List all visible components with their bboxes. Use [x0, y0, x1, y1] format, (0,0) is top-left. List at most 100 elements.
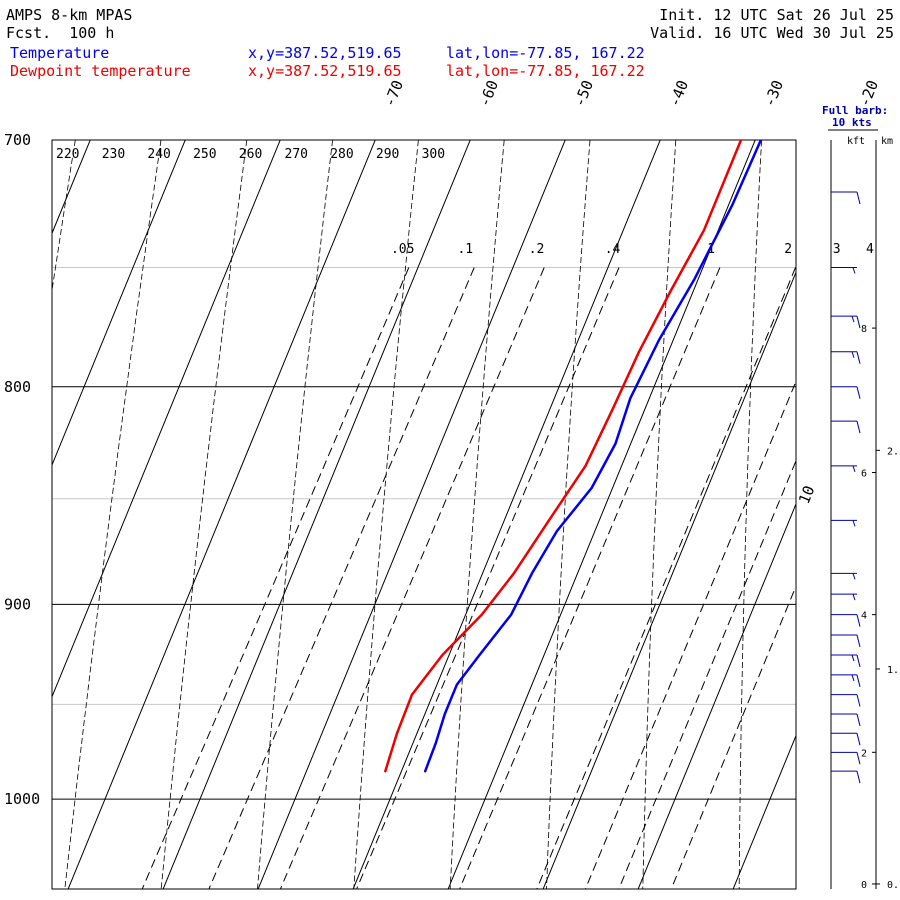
- pressure-label: 900: [4, 595, 31, 613]
- km-tick-label: 2.: [887, 446, 899, 457]
- wind-barb-half-feather: [852, 267, 856, 274]
- legend-temperature-xy: x,y=387.52,519.65: [248, 44, 402, 62]
- theta-label: 230: [102, 147, 125, 162]
- mixing-ratio-line: [279, 267, 545, 889]
- isotherm: [0, 113, 6, 889]
- legend-temperature-name: Temperature: [10, 44, 110, 62]
- wind-barb-feather: [856, 654, 861, 668]
- series-temperature-line: [423, 140, 763, 773]
- wind-barb-feather: [856, 694, 861, 707]
- series-dewpoint-line: [384, 140, 743, 773]
- legend-dewpoint-name: Dewpoint temperature: [10, 62, 191, 80]
- wind-barb-feather: [856, 733, 861, 746]
- wind-barb-feather: [856, 713, 861, 727]
- isotherm: [352, 140, 661, 889]
- theta-label: 300: [422, 147, 445, 162]
- dry-adiabat: [353, 140, 419, 889]
- theta-label: 240: [147, 147, 170, 162]
- legend-dewpoint-xy: x,y=387.52,519.65: [248, 62, 402, 80]
- isotherm: [67, 140, 376, 889]
- mixing-ratio-line: [670, 584, 796, 889]
- legend-dewpoint-latlon: lat,lon=-77.85, 167.22: [446, 62, 645, 80]
- isotherm: [637, 502, 796, 889]
- wind-barb-feather: [856, 386, 861, 399]
- kft-tick-label: 8: [861, 324, 867, 335]
- isotherm: [52, 140, 91, 235]
- dry-adiabat: [449, 140, 505, 889]
- wind-barb-half-feather: [852, 465, 856, 473]
- mixing-ratio-label: 2: [784, 242, 792, 257]
- dry-adiabat: [64, 140, 162, 889]
- wind-barb-feather: [856, 420, 861, 434]
- isotherm: [542, 270, 796, 889]
- top-temperature-label: -40: [665, 78, 692, 110]
- mixing-ratio-label: .1: [457, 242, 473, 257]
- isotherm: [162, 140, 471, 889]
- wind-barb-half-feather: [851, 674, 855, 682]
- wind-barb-half-feather: [851, 315, 855, 323]
- top-temperature-label: -60: [475, 78, 502, 110]
- side-temperature-label: 10: [795, 483, 818, 506]
- wind-barb-feather: [856, 316, 861, 329]
- theta-label: 260: [239, 147, 262, 162]
- dry-adiabat: [160, 140, 248, 889]
- wind-barb-feather: [856, 191, 861, 205]
- mixing-ratio-label: 1: [707, 242, 715, 257]
- mixing-ratio-line: [584, 380, 796, 889]
- theta-label: 290: [376, 147, 399, 162]
- top-temperature-label: -50: [570, 78, 597, 110]
- legend-temperature-latlon: lat,lon=-77.85, 167.22: [446, 44, 645, 62]
- wind-panel-title: Full barb:: [822, 104, 888, 117]
- wind-barb-feather: [856, 351, 861, 364]
- top-temperature-label: -70: [380, 78, 407, 110]
- init-time: Init. 12 UTC Sat 26 Jul 25: [659, 6, 894, 24]
- isotherm: [828, 113, 900, 889]
- km-tick-label: 1.: [887, 665, 899, 676]
- mixing-ratio-line: [459, 267, 721, 889]
- km-label: km: [881, 136, 893, 147]
- dry-adiabat: [546, 140, 591, 889]
- dry-adiabat: [642, 140, 677, 889]
- model-title: AMPS 8-km MPAS: [6, 6, 133, 24]
- mixing-ratio-line: [141, 267, 410, 889]
- wind-barb-half-feather: [851, 654, 855, 662]
- valid-time: Valid. 16 UTC Wed 30 Jul 25: [650, 24, 894, 42]
- mixing-ratio-line: [618, 459, 796, 889]
- dry-adiabat: [52, 140, 76, 293]
- wind-barb-feather: [856, 614, 861, 627]
- pressure-label: 1000: [4, 790, 40, 808]
- mixing-ratio-line: [356, 267, 620, 889]
- kft-tick-label: 0: [861, 880, 867, 891]
- mixing-ratio-label: 3: [833, 242, 841, 257]
- mixing-ratio-label: .2: [529, 242, 545, 257]
- forecast-hour: Fcst. 100 h: [6, 24, 115, 42]
- dry-adiabat: [257, 140, 334, 889]
- theta-label: 250: [193, 147, 216, 162]
- theta-label: 270: [285, 147, 308, 162]
- isotherm: [732, 734, 796, 889]
- top-temperature-label: -30: [760, 78, 787, 110]
- wind-panel-subtitle: 10 kts: [832, 116, 872, 129]
- kft-tick-label: 6: [861, 469, 867, 480]
- theta-label: 280: [330, 147, 353, 162]
- wind-barb-half-feather: [851, 351, 855, 358]
- wind-barb-half-feather: [852, 520, 856, 527]
- isotherm: [52, 140, 281, 698]
- kft-label: kft: [847, 136, 865, 147]
- wind-barb-half-feather: [852, 573, 856, 580]
- pressure-label: 700: [4, 131, 31, 149]
- theta-label: 220: [56, 147, 79, 162]
- isotherm: [257, 140, 566, 889]
- dry-adiabat: [835, 113, 848, 889]
- isotherm: [52, 140, 186, 467]
- mixing-ratio-label: 4: [866, 242, 874, 257]
- mixing-ratio-line: [208, 267, 475, 889]
- kft-tick-label: 2: [861, 748, 867, 759]
- mixing-ratio-label: .4: [605, 242, 621, 257]
- wind-barb-feather: [856, 771, 861, 784]
- kft-tick-label: 4: [861, 611, 867, 622]
- wind-barb-half-feather: [852, 593, 856, 601]
- mixing-ratio-label: .05: [391, 242, 414, 257]
- wind-barb-feather: [856, 674, 861, 688]
